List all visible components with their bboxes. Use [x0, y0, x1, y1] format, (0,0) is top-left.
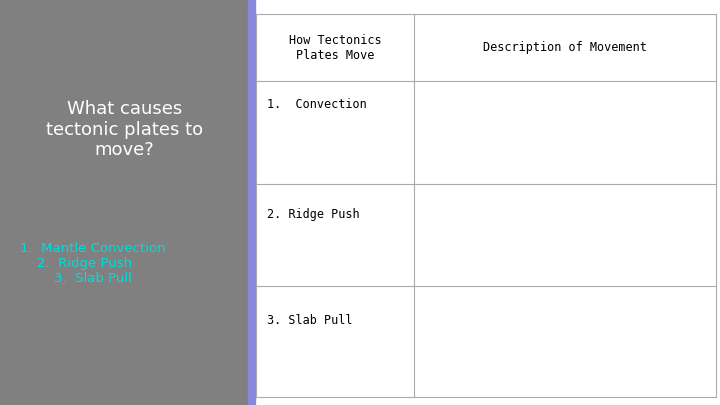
Text: 1.  Convection: 1. Convection: [267, 98, 367, 111]
Bar: [255, 0, 720, 405]
Text: 1.  Mantle Convection
    2.  Ridge Push
        3.  Slab Pull: 1. Mantle Convection 2. Ridge Push 3. Sl…: [20, 242, 166, 285]
Text: 3. Slab Pull: 3. Slab Pull: [267, 314, 353, 328]
Bar: [248, 0, 255, 405]
Text: How Tectonics
Plates Move: How Tectonics Plates Move: [289, 34, 382, 62]
Text: What causes
tectonic plates to
move?: What causes tectonic plates to move?: [45, 100, 203, 160]
Text: Description of Movement: Description of Movement: [483, 41, 647, 54]
Bar: [0, 0, 248, 405]
Text: 2. Ridge Push: 2. Ridge Push: [267, 208, 360, 221]
